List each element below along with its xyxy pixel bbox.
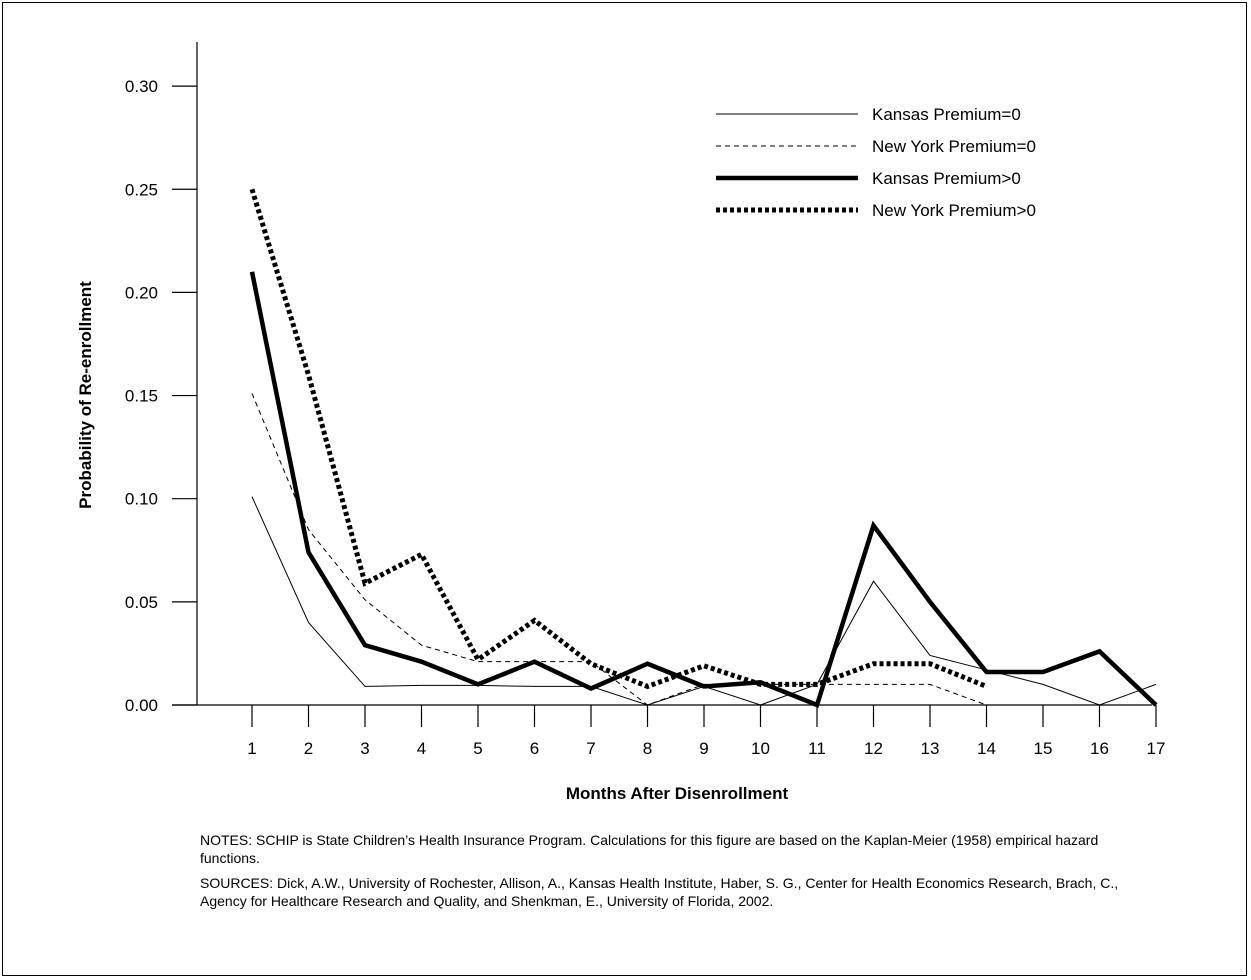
y-axis-title: Probability of Re-enrollment: [76, 281, 95, 509]
y-tick-label: 0.15: [125, 387, 158, 406]
legend-label: Kansas Premium=0: [872, 105, 1021, 124]
series-line-3: [249, 271, 1158, 708]
series-line-2: [251, 393, 987, 706]
x-tick-label: 15: [1034, 739, 1053, 758]
y-tick-label: 0.05: [125, 593, 158, 612]
x-tick-label: 9: [699, 739, 708, 758]
x-tick-label: 12: [864, 739, 883, 758]
x-tick-label: 11: [808, 739, 826, 758]
figure-notes: NOTES: SCHIP is State Children’s Health …: [200, 832, 1099, 866]
x-tick-label: 6: [530, 739, 539, 758]
series-line-4: [249, 188, 988, 690]
x-tick-label: 8: [643, 739, 652, 758]
x-tick-label: 2: [304, 739, 313, 758]
figure-sources: SOURCES: Dick, A.W., University of Roche…: [200, 875, 1119, 909]
chart-legend: Kansas Premium=0 New York Premium=0 Kansas…: [716, 105, 1036, 220]
legend-label: New York Premium=0: [872, 137, 1036, 156]
y-tick-label: 0.10: [125, 490, 158, 509]
x-tick-label: 1: [247, 739, 256, 758]
y-tick-label: 0.00: [125, 696, 158, 715]
x-tick-label: 10: [751, 739, 770, 758]
x-tick-label: 17: [1147, 739, 1166, 758]
legend-label: Kansas Premium>0: [872, 169, 1021, 188]
x-tick-label: 16: [1090, 739, 1109, 758]
legend-label: New York Premium>0: [872, 201, 1036, 220]
x-tick-label: 14: [977, 739, 996, 758]
y-tick-label: 0.20: [125, 283, 158, 302]
y-tick-label: 0.30: [125, 77, 158, 96]
x-axis-title: Months After Disenrollment: [566, 784, 789, 803]
chart-axes: 0.000.050.100.150.200.250.301 2 3 4 5 6 7 8 9 10 1…: [125, 42, 1166, 758]
y-tick-label: 0.25: [125, 180, 158, 199]
x-tick-label: 13: [921, 739, 940, 758]
x-tick-label: 3: [360, 739, 369, 758]
x-tick-label: 7: [586, 739, 595, 758]
x-tick-label: 5: [473, 739, 482, 758]
chart-series: [249, 188, 1158, 708]
x-tick-label: 4: [417, 739, 426, 758]
